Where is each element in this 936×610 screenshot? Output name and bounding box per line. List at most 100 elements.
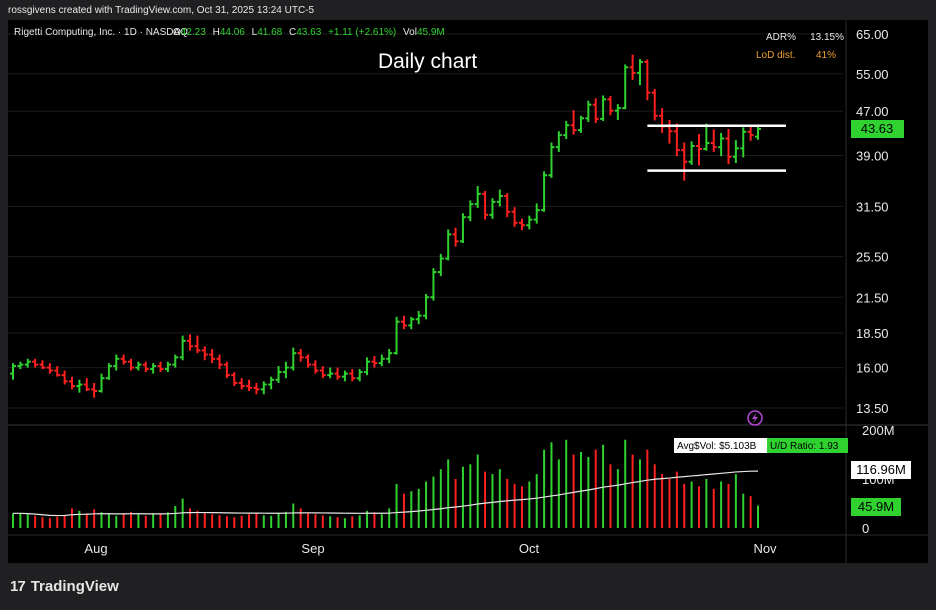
svg-text:Avg$Vol: $5.103B: Avg$Vol: $5.103B <box>677 441 757 452</box>
ohlc-bar <box>518 218 525 231</box>
legend-symbol: Rigetti Computing, Inc. · 1D · NASDAQ <box>14 27 188 38</box>
ohlc-bar <box>290 347 297 371</box>
lod-value: 41% <box>816 50 836 61</box>
ohlc-bar <box>76 379 83 393</box>
ohlc-bar <box>423 293 430 320</box>
ohlc-bar <box>445 229 452 261</box>
ohlc-bar <box>46 363 53 374</box>
lod-label: LoD dist. <box>756 50 795 61</box>
horizontal-levels <box>647 124 786 172</box>
ohlc-bar <box>187 334 194 351</box>
ohlc-bar <box>24 358 31 368</box>
ohlc-bar <box>504 193 511 218</box>
price-chart-svg[interactable]: 65.00 55.00 47.00 39.00 31.50 25.50 21.50 18.50… <box>8 20 928 563</box>
ohlc-bar <box>231 372 238 387</box>
svg-text:U/D Ratio: 1.93: U/D Ratio: 1.93 <box>770 441 839 452</box>
last-price-tag: 43.63 <box>851 120 904 138</box>
ohlc-bar <box>459 213 466 244</box>
ohlc-bar <box>157 361 164 373</box>
ohlc-bar <box>128 358 135 371</box>
price-tick-label: 47.00 <box>856 104 889 119</box>
ohlc-bar <box>747 125 754 141</box>
price-axis: 65.00 55.00 47.00 39.00 31.50 25.50 21.50 18.50… <box>856 27 895 536</box>
ohlc-bar <box>386 348 393 364</box>
ohlc-bar <box>201 346 208 361</box>
ohlc-bar <box>725 129 732 165</box>
ohlc-bar <box>120 354 127 365</box>
tradingview-footer[interactable]: 17 TradingView <box>10 578 119 595</box>
ohlc-bar <box>718 132 725 157</box>
ohlc-bar <box>607 95 614 116</box>
price-tick-label: 65.00 <box>856 27 889 42</box>
last-volume-tag: 45.9M <box>851 498 901 516</box>
ohlc-bar <box>282 361 289 379</box>
ohlc-bar <box>371 355 378 368</box>
ohlc-bar <box>378 354 385 367</box>
ohlc-bar <box>268 376 275 390</box>
ohlc-bar <box>319 366 326 379</box>
ohlc-bar <box>629 54 636 80</box>
volume-tick-label: 200M <box>862 423 895 438</box>
price-tick-label: 13.50 <box>856 401 889 416</box>
chart-panel[interactable]: 65.00 55.00 47.00 39.00 31.50 25.50 21.50 18.50… <box>8 20 928 563</box>
volume-ma <box>13 470 759 517</box>
ohlc-bar <box>482 191 489 220</box>
ohlc-bar <box>91 382 98 398</box>
price-tick-label: 25.50 <box>856 250 889 265</box>
ohlc-bar <box>238 378 245 390</box>
ohlc-bar <box>105 363 112 380</box>
ohlc-bar <box>452 227 459 247</box>
volume-tick-label: 0 <box>862 521 869 536</box>
ohlc-bar <box>135 361 142 371</box>
ohlc-bar <box>541 171 548 212</box>
ohlc-bar <box>69 376 76 390</box>
adr-value: 13.15% <box>810 32 844 43</box>
ohlc-bar <box>164 361 171 373</box>
ohlc-bar <box>327 367 334 379</box>
ohlc-bar <box>334 367 341 380</box>
ohlc-bar <box>150 363 157 374</box>
volume-bars <box>12 439 759 528</box>
ohlc-bar <box>356 369 363 382</box>
ohlc-bar <box>592 98 599 124</box>
ohlc-bar <box>83 378 90 391</box>
ohlc-bar <box>349 369 356 382</box>
ohlc-bar <box>732 140 739 163</box>
time-tick-label: Nov <box>753 541 777 556</box>
chart-annotation: Daily chart <box>378 50 477 73</box>
ohlc-bar <box>341 370 348 382</box>
legend-ohlc: O42.23 H44.06 L41.68 C43.63 +1.11 (+2.61… <box>173 27 445 38</box>
ohlc-bar <box>172 354 179 368</box>
ohlc-bar <box>39 360 46 370</box>
ohlc-bar <box>695 133 702 166</box>
ohlc-bar <box>312 360 319 374</box>
ohlc-bar <box>644 59 651 101</box>
price-tick-label: 16.00 <box>856 361 889 376</box>
ohlc-bar <box>563 120 570 140</box>
grid-layer <box>8 20 928 563</box>
ohlc-bar <box>10 363 16 380</box>
tradingview-logo-icon: 17 <box>10 578 26 595</box>
ohlc-bar <box>364 357 371 376</box>
ohlc-bar <box>194 335 201 354</box>
price-tick-label: 55.00 <box>856 67 889 82</box>
ohlc-bars <box>10 54 761 398</box>
time-tick-label: Sep <box>301 541 324 556</box>
ohlc-bar <box>400 315 407 330</box>
ohlc-bar <box>710 129 717 152</box>
ohlc-bar <box>61 370 68 385</box>
tradingview-brand: TradingView <box>30 578 119 595</box>
ohlc-bar <box>467 200 474 222</box>
time-axis: Aug Sep Oct Nov <box>84 541 777 556</box>
ohlc-bar <box>555 131 562 152</box>
ohlc-bar <box>209 348 216 364</box>
ohlc-bar <box>260 381 267 395</box>
ohlc-bar <box>415 310 422 325</box>
ohlc-bar <box>142 361 149 373</box>
svg-text:45.9M: 45.9M <box>858 499 894 514</box>
alert-icon[interactable] <box>747 410 763 426</box>
ohlc-bar <box>585 100 592 123</box>
ohlc-bar <box>600 95 607 121</box>
ohlc-bar <box>275 366 282 383</box>
ohlc-bar <box>570 110 577 135</box>
